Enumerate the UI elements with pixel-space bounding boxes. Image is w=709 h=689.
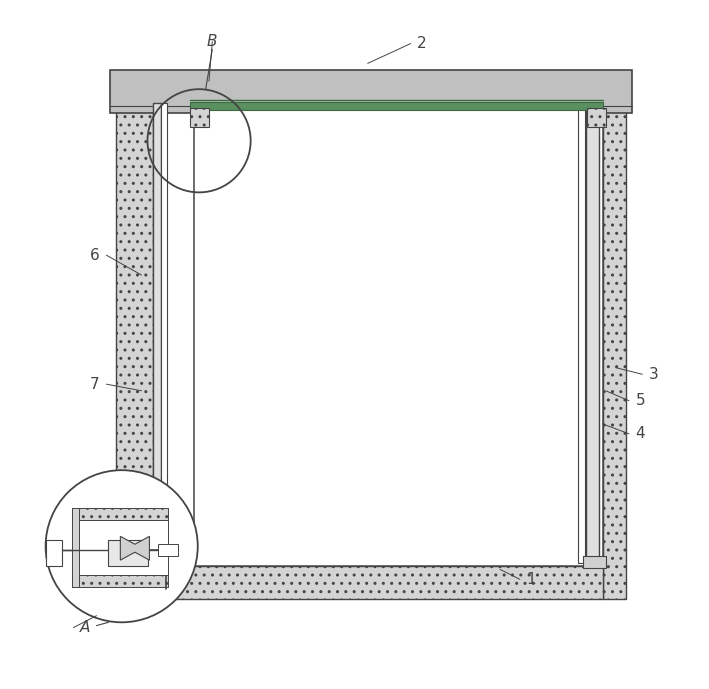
Text: 5: 5 [635,393,645,408]
Bar [191,103,603,110]
Bar [191,108,209,127]
Bar [72,508,79,587]
Polygon shape [121,536,150,560]
Text: 7: 7 [90,377,100,391]
Bar [72,508,168,520]
Text: A: A [80,620,90,635]
Bar [152,566,603,599]
Bar [194,103,603,566]
Bar [108,539,148,566]
Text: 4: 4 [635,426,645,441]
Bar [110,70,632,113]
Bar [72,575,168,587]
Text: 1: 1 [527,572,536,587]
Bar [603,76,625,599]
Bar [154,557,177,568]
Bar [116,76,152,599]
Text: 3: 3 [649,367,659,382]
Bar [45,539,62,566]
Text: 2: 2 [418,36,427,51]
Bar [161,103,167,563]
Text: 6: 6 [90,248,100,263]
Bar [587,108,606,127]
Bar [152,103,161,566]
Bar [583,557,606,568]
Text: B: B [207,34,218,49]
Bar [79,520,168,575]
Bar [578,103,585,563]
Circle shape [45,470,198,622]
Bar [586,103,599,566]
Bar [158,544,178,556]
